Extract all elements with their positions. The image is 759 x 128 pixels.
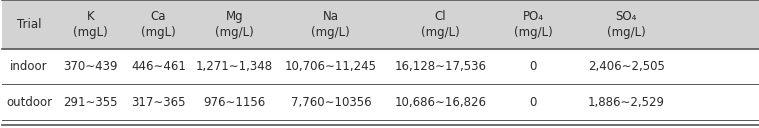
Text: 10,686∼16,826: 10,686∼16,826 bbox=[395, 96, 487, 109]
Text: 976∼1156: 976∼1156 bbox=[203, 96, 266, 109]
Text: 2,406∼2,505: 2,406∼2,505 bbox=[587, 60, 665, 73]
Text: Cl
(mg/L): Cl (mg/L) bbox=[421, 10, 460, 39]
Text: SO₄
(mg/L): SO₄ (mg/L) bbox=[606, 10, 645, 39]
Text: 0: 0 bbox=[530, 96, 537, 109]
Text: Ca
(mgL): Ca (mgL) bbox=[141, 10, 176, 39]
Text: PO₄
(mg/L): PO₄ (mg/L) bbox=[514, 10, 553, 39]
Text: 317∼365: 317∼365 bbox=[131, 96, 186, 109]
Text: 0: 0 bbox=[530, 60, 537, 73]
Text: Trial: Trial bbox=[17, 18, 42, 31]
Text: indoor: indoor bbox=[11, 60, 48, 73]
Text: 1,271∼1,348: 1,271∼1,348 bbox=[196, 60, 273, 73]
Text: 291∼355: 291∼355 bbox=[63, 96, 118, 109]
Text: 370∼439: 370∼439 bbox=[63, 60, 118, 73]
Text: K
(mgL): K (mgL) bbox=[73, 10, 108, 39]
Bar bbox=[2, 0, 759, 49]
Text: Na
(mg/L): Na (mg/L) bbox=[311, 10, 350, 39]
Text: 1,886∼2,529: 1,886∼2,529 bbox=[587, 96, 665, 109]
Text: Mg
(mg/L): Mg (mg/L) bbox=[215, 10, 254, 39]
Text: 446∼461: 446∼461 bbox=[131, 60, 186, 73]
Text: outdoor: outdoor bbox=[6, 96, 52, 109]
Text: 7,760∼10356: 7,760∼10356 bbox=[291, 96, 371, 109]
Text: 10,706∼11,245: 10,706∼11,245 bbox=[285, 60, 377, 73]
Text: 16,128∼17,536: 16,128∼17,536 bbox=[395, 60, 487, 73]
